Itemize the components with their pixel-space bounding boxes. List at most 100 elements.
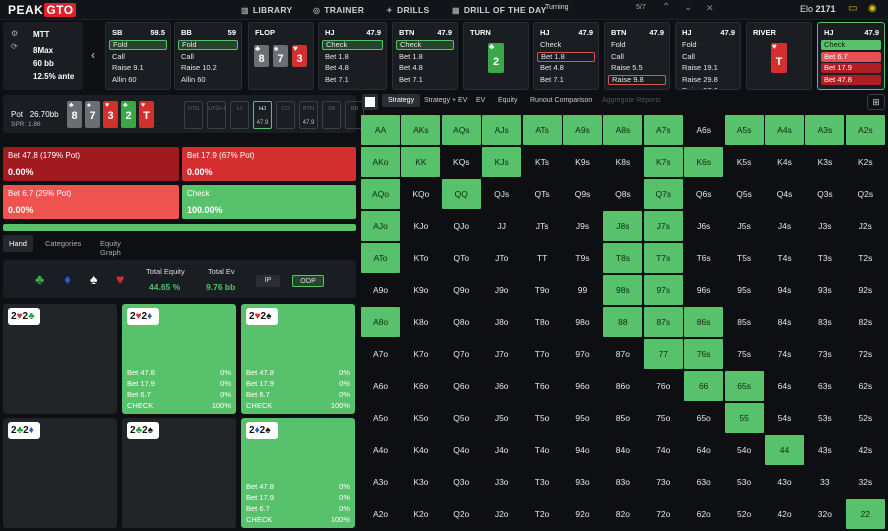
range-cell[interactable]: 82o — [615, 509, 630, 519]
range-cell[interactable]: 95o — [575, 413, 590, 423]
range-cell[interactable]: K2s — [857, 157, 873, 167]
range-cell[interactable]: 72o — [656, 509, 671, 519]
range-cell[interactable]: K2o — [413, 509, 429, 519]
combo-card[interactable]: 2♣2♦ — [3, 418, 117, 528]
range-cell[interactable]: J8s — [603, 211, 643, 241]
range-cell[interactable]: 73o — [656, 477, 671, 487]
oop-button[interactable]: OOP — [292, 275, 324, 287]
gamepad-icon[interactable]: ⊞ — [867, 94, 885, 110]
range-cell[interactable]: 52s — [858, 413, 873, 423]
nav-link-trainer[interactable]: ◎ TRAINER — [313, 5, 364, 15]
range-cell[interactable]: K6s — [684, 147, 724, 177]
range-cell[interactable]: A8o — [361, 307, 400, 337]
tab-runout-comparison[interactable]: Runout Comparison — [530, 97, 593, 104]
range-cell[interactable]: 88 — [603, 307, 643, 337]
range-cell[interactable]: 84s — [777, 317, 792, 327]
chat-icon[interactable]: ▭ — [848, 3, 858, 14]
heart-icon[interactable]: ♥ — [116, 271, 125, 287]
range-cell[interactable]: T2o — [534, 509, 550, 519]
range-cell[interactable]: T7s — [643, 243, 683, 273]
range-cell[interactable]: 96o — [575, 381, 590, 391]
action-column-hj[interactable]: HJ 47.9 Fold Call Raise 19.1 Raise 29.8 Raise … — [675, 22, 741, 90]
range-cell[interactable]: 72s — [858, 349, 873, 359]
range-cell[interactable]: Q4s — [776, 189, 793, 199]
diamond-icon[interactable]: ♦ — [64, 271, 72, 287]
range-cell[interactable]: T5o — [534, 413, 550, 423]
range-cell[interactable]: J7o — [494, 349, 509, 359]
range-cell[interactable]: 96s — [696, 285, 711, 295]
range-cell[interactable]: A3o — [372, 477, 389, 487]
range-cell[interactable]: T5s — [737, 253, 752, 263]
range-cell[interactable]: 86s — [684, 307, 724, 337]
action-option[interactable]: Raise 5.5 — [611, 63, 643, 72]
range-cell[interactable]: 86o — [615, 381, 630, 391]
action-column-btn[interactable]: BTN 47.9 Fold Call Raise 5.5 Raise 9.8 — [604, 22, 670, 90]
range-cell[interactable]: K7s — [643, 147, 683, 177]
spade-icon[interactable]: ♠ — [90, 271, 98, 287]
tab-hand[interactable]: Hand — [3, 235, 33, 252]
range-cell[interactable]: T8s — [603, 243, 643, 273]
range-cell[interactable]: 83o — [615, 477, 630, 487]
range-cell[interactable]: 84o — [615, 445, 630, 455]
range-cell[interactable]: J9s — [575, 221, 590, 231]
action-option[interactable]: Fold — [682, 40, 697, 49]
range-cell[interactable]: 54o — [737, 445, 752, 455]
range-cell[interactable]: KTs — [535, 157, 550, 167]
range-cell[interactable]: KK — [401, 147, 441, 177]
action-option[interactable]: Fold — [611, 40, 626, 49]
range-cell[interactable]: TT — [536, 253, 548, 263]
range-cell[interactable]: 77 — [643, 339, 683, 369]
range-cell[interactable]: Q6o — [453, 381, 470, 391]
range-cell[interactable]: 83s — [818, 317, 832, 327]
toggle-square[interactable] — [362, 94, 378, 110]
range-cell[interactable]: QTo — [453, 253, 470, 263]
chevron-left-icon[interactable]: ‹ — [91, 48, 95, 62]
refresh-icon[interactable]: ⟳ — [11, 42, 18, 51]
action-option[interactable]: Bet 4.8 — [540, 63, 564, 72]
range-cell[interactable]: 33 — [820, 477, 830, 487]
range-cell[interactable]: Q6s — [695, 189, 712, 199]
range-cell[interactable]: A9o — [372, 285, 389, 295]
range-cell[interactable]: J7s — [643, 211, 683, 241]
range-cell[interactable]: A9s — [563, 115, 602, 145]
range-cell[interactable]: AA — [361, 115, 400, 145]
range-cell[interactable]: 97s — [643, 275, 683, 305]
range-cell[interactable]: Q9o — [453, 285, 470, 295]
action-column-hj[interactable]: HJ 47.9 Check Bet 1.8 Bet 4.8 Bet 7.1 — [533, 22, 599, 90]
range-cell[interactable]: 42o — [777, 509, 792, 519]
action-option[interactable]: Bet 1.8 — [325, 51, 349, 61]
range-cell[interactable]: T9o — [534, 285, 550, 295]
range-cell[interactable]: QJs — [494, 189, 510, 199]
range-cell[interactable]: T9s — [575, 253, 590, 263]
range-cell[interactable]: KQo — [412, 189, 430, 199]
action-option[interactable]: Bet 7.1 — [325, 74, 349, 84]
range-cell[interactable]: T4s — [777, 253, 792, 263]
range-cell[interactable]: 92o — [575, 509, 590, 519]
range-cell[interactable]: T7o — [534, 349, 550, 359]
tab-equity-graph[interactable]: Equity Graph — [100, 239, 121, 257]
range-cell[interactable]: T6s — [696, 253, 711, 263]
action-option[interactable]: Bet 4.8 — [325, 63, 349, 72]
range-cell[interactable]: 85o — [615, 413, 630, 423]
range-cell[interactable]: 92s — [858, 285, 873, 295]
range-cell[interactable]: Q7o — [453, 349, 470, 359]
range-cell[interactable]: ATs — [522, 115, 562, 145]
range-cell[interactable]: 64o — [696, 445, 711, 455]
range-cell[interactable]: Q2s — [857, 189, 874, 199]
range-cell[interactable]: Q5s — [736, 189, 752, 199]
range-cell[interactable]: 74o — [656, 445, 671, 455]
action-column-sb[interactable]: SB 59.5 Fold Call Raise 9.1 Allin 60 — [105, 22, 171, 90]
range-cell[interactable]: AQs — [441, 115, 481, 145]
action-option[interactable]: Check — [821, 40, 881, 50]
nav-link-drills[interactable]: ✦ DRILLS — [386, 5, 430, 15]
action-button[interactable]: Bet 47.8 (179% Pot) 0.00% — [3, 147, 179, 181]
action-option[interactable]: Call — [682, 51, 695, 61]
action-option[interactable]: Raise 29.8 — [682, 74, 718, 84]
logo[interactable]: PEAK GTO — [8, 3, 76, 17]
range-cell[interactable]: 94o — [575, 445, 590, 455]
club-icon[interactable]: ♣ — [35, 271, 45, 287]
range-cell[interactable]: A4s — [765, 115, 804, 145]
range-cell[interactable]: A7o — [372, 349, 389, 359]
range-cell[interactable]: A5s — [724, 115, 764, 145]
action-option[interactable]: Bet 1.8 — [399, 51, 423, 61]
